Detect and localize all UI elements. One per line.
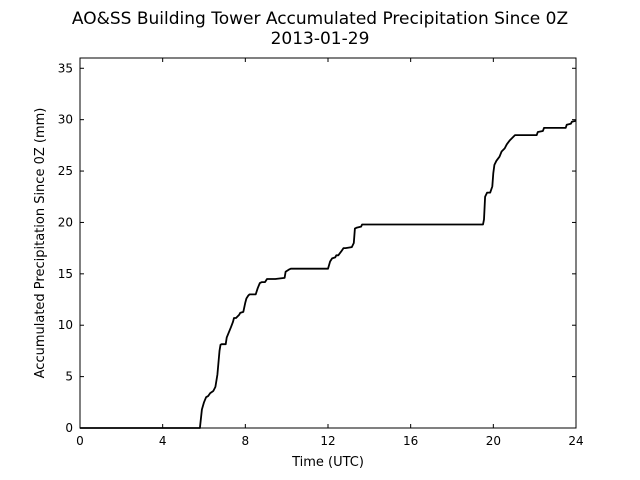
y-tick-label: 10 (58, 318, 73, 332)
x-tick-label: 8 (242, 434, 250, 448)
x-tick-label: 12 (320, 434, 335, 448)
y-tick-label: 0 (65, 421, 73, 435)
x-tick-label: 24 (568, 434, 583, 448)
x-tick-label: 16 (403, 434, 418, 448)
x-tick-label: 4 (159, 434, 167, 448)
series-line (80, 119, 577, 429)
y-tick-label: 25 (58, 164, 73, 178)
y-tick-label: 15 (58, 267, 73, 281)
chart-title: AO&SS Building Tower Accumulated Precipi… (72, 9, 568, 29)
tick-group: 0 4 8 12 16 20 24 0 5 10 15 20 25 30 35 (58, 58, 584, 448)
y-tick-label: 30 (58, 113, 73, 127)
x-axis-label: Time (UTC) (291, 455, 364, 470)
chart-subtitle: 2013-01-29 (271, 29, 370, 49)
x-tick-label: 0 (76, 434, 84, 448)
y-tick-label: 5 (65, 370, 73, 384)
y-tick-label: 20 (58, 215, 73, 229)
y-axis-label: Accumulated Precipitation Since 0Z (mm) (33, 108, 48, 379)
y-tick-label: 35 (58, 61, 73, 75)
x-tick-label: 20 (486, 434, 501, 448)
plot-frame (79, 57, 577, 429)
